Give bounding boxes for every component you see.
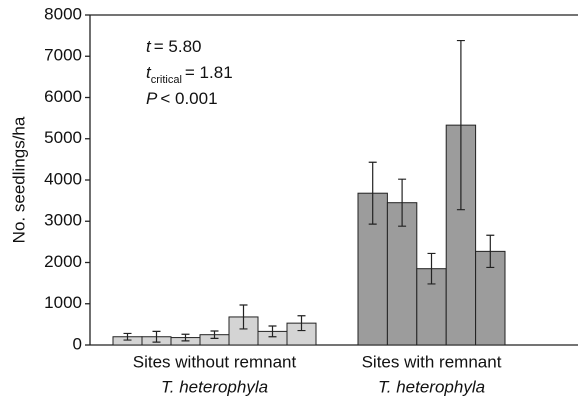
error-bar — [427, 252, 436, 285]
category-label: Sites with remnant — [362, 352, 502, 371]
category-taxon: T. heterophyla — [378, 377, 485, 396]
y-tick-label: 4000 — [44, 169, 82, 188]
error-bar — [123, 332, 132, 341]
bar — [228, 316, 259, 346]
error-bar — [368, 161, 377, 225]
error-bar — [456, 39, 465, 211]
annotation-relation: = 1.81 — [185, 63, 233, 82]
error-bar — [210, 330, 219, 339]
error-bar — [239, 304, 248, 330]
annotation-relation: = 5.80 — [154, 37, 202, 56]
annotation-subscript: critical — [151, 74, 182, 86]
category-label: Sites without remnant — [133, 352, 297, 371]
error-bar — [152, 330, 161, 343]
annotation-relation: < 0.001 — [160, 89, 217, 108]
annotation: P < 0.001 — [146, 89, 218, 108]
y-tick-label: 3000 — [44, 211, 82, 230]
annotation: tcritical = 1.81 — [146, 63, 233, 85]
annotation-symbol: t — [146, 63, 152, 82]
y-tick-label: 8000 — [44, 4, 82, 23]
error-bar — [398, 178, 407, 227]
category-taxon: T. heterophyla — [161, 377, 268, 396]
error-bar — [181, 333, 190, 342]
y-tick-label: 5000 — [44, 128, 82, 147]
error-bar — [268, 325, 277, 338]
y-tick-label: 1000 — [44, 293, 82, 312]
error-bar — [486, 234, 495, 269]
y-axis-label: No. seedlings/ha — [9, 116, 28, 243]
annotation-symbol: t — [146, 37, 152, 56]
annotation-symbol: P — [146, 89, 158, 108]
annotation: t = 5.80 — [146, 37, 201, 56]
error-bar — [297, 315, 306, 332]
y-tick-label: 0 — [73, 334, 82, 353]
y-tick-label: 7000 — [44, 46, 82, 65]
y-tick-label: 6000 — [44, 87, 82, 106]
y-tick-label: 2000 — [44, 252, 82, 271]
